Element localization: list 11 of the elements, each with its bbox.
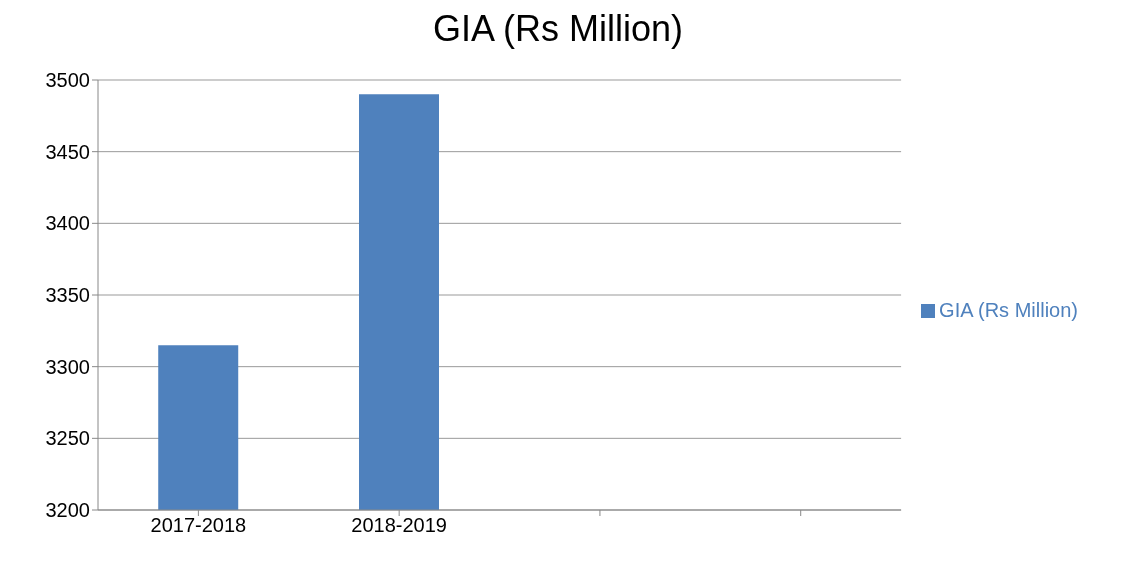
x-tick-label: 2017-2018	[150, 514, 247, 537]
y-tick-label: 3450	[45, 140, 90, 163]
legend-label: GIA (Rs Million)	[939, 298, 1078, 321]
y-tick-label: 3400	[45, 212, 90, 235]
y-tick-label: 3250	[45, 427, 90, 450]
y-tick-label: 3500	[45, 69, 90, 92]
y-tick-label: 3300	[45, 355, 90, 378]
chart-title: GIA (Rs Million)	[432, 8, 684, 50]
y-tick-label: 3200	[45, 499, 90, 522]
x-tick-label: 2018-2019	[351, 514, 447, 537]
y-tick-label: 3350	[45, 284, 90, 307]
